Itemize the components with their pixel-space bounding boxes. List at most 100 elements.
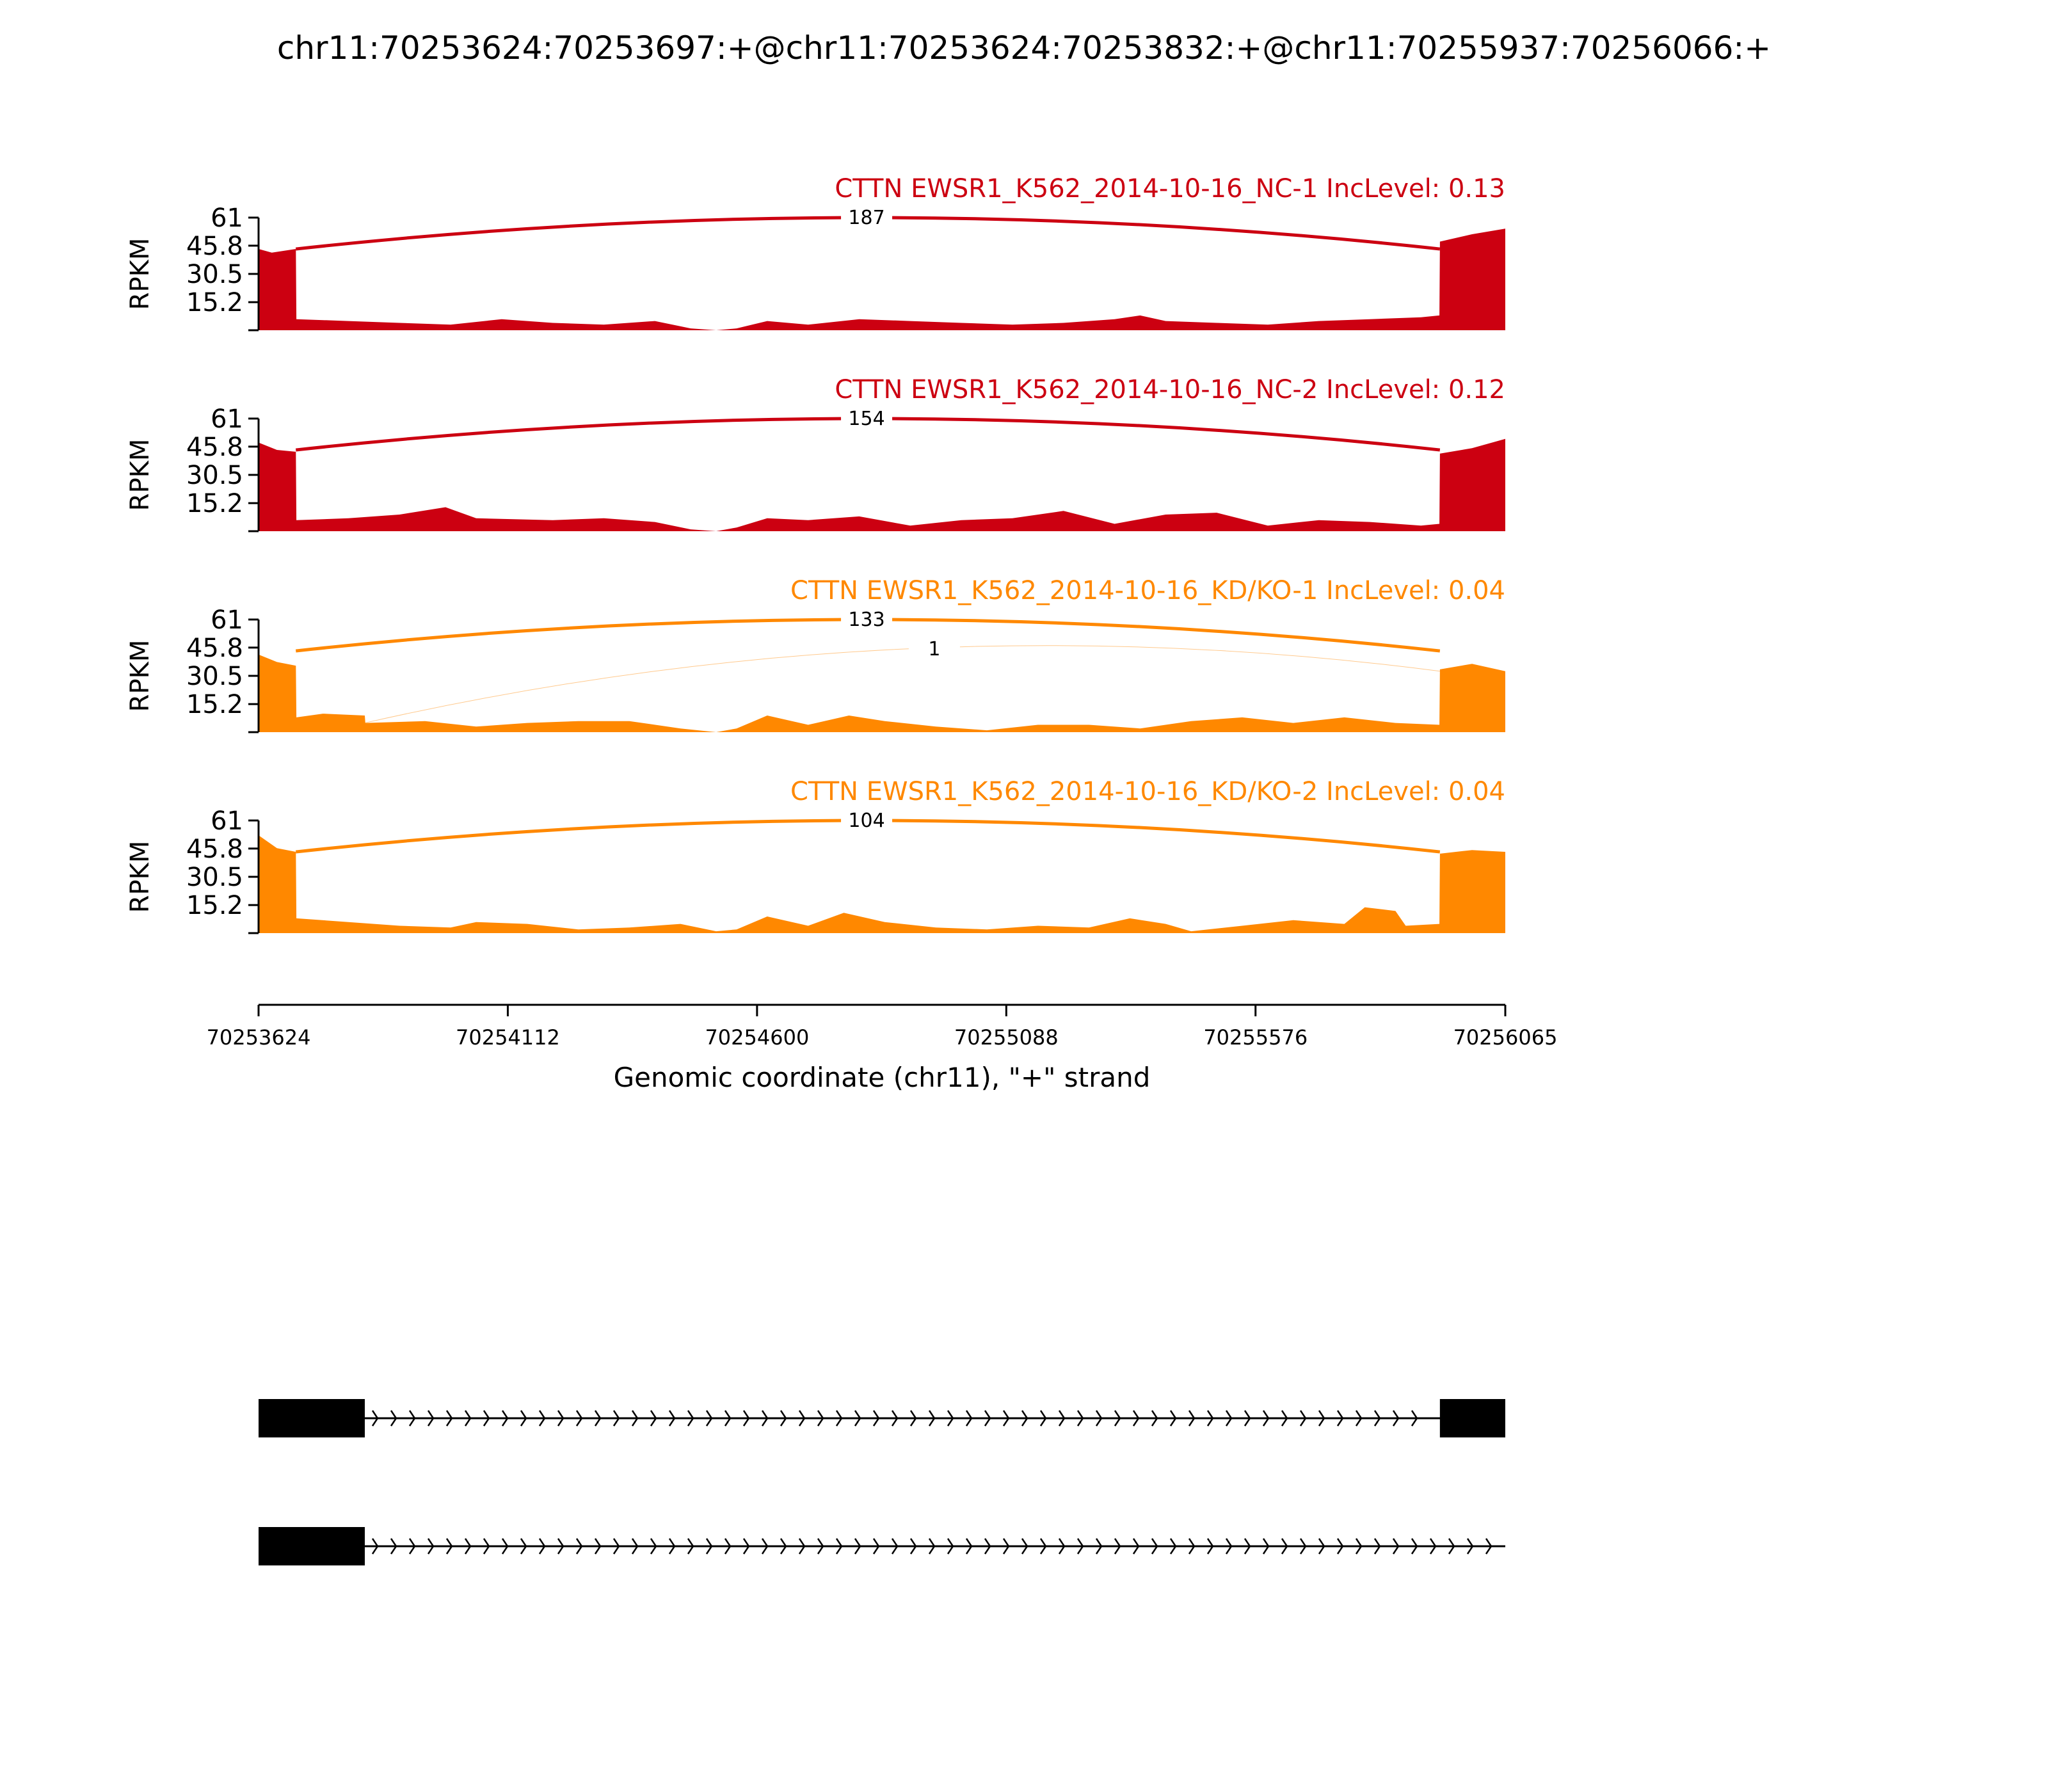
strand-arrow	[724, 1410, 732, 1427]
y-tick-label: 30.5	[186, 662, 243, 691]
strand-arrow	[1039, 1410, 1047, 1427]
strand-arrow	[594, 1538, 602, 1555]
strand-arrow	[1355, 1410, 1363, 1427]
x-tick-label: 70255088	[954, 1025, 1059, 1050]
strand-arrow	[520, 1410, 527, 1427]
strand-arrow	[1002, 1410, 1010, 1427]
track-label: CTTN EWSR1_K562_2014-10-16_NC-1 IncLevel…	[835, 174, 1505, 204]
strand-arrow	[928, 1538, 936, 1555]
strand-arrow	[427, 1410, 435, 1427]
strand-arrow	[1299, 1538, 1307, 1555]
coverage-area	[259, 654, 1505, 732]
strand-arrow	[464, 1410, 472, 1427]
strand-arrow	[1151, 1538, 1158, 1555]
x-axis: 70253624 70254112 70254600 70255088 70255576…	[207, 1004, 1557, 1093]
x-axis-label: Genomic coordinate (chr11), "+" strand	[614, 1062, 1151, 1093]
strand-arrow	[761, 1538, 769, 1555]
strand-arrow	[1225, 1538, 1233, 1555]
strand-arrow	[780, 1538, 787, 1555]
strand-arrow	[557, 1410, 564, 1427]
strand-arrow	[557, 1538, 564, 1555]
strand-arrow	[965, 1538, 973, 1555]
track-label: CTTN EWSR1_K562_2014-10-16_KD/KO-1 IncLe…	[790, 576, 1505, 605]
strand-arrow	[705, 1410, 713, 1427]
strand-arrow	[538, 1410, 546, 1427]
strand-arrow	[817, 1410, 824, 1427]
y-tick-label: 45.8	[186, 433, 243, 462]
strand-arrow	[1485, 1538, 1492, 1555]
junction-count: 154	[848, 408, 884, 430]
strand-arrow	[835, 1538, 843, 1555]
strand-arrow	[1114, 1538, 1121, 1555]
strand-arrow	[891, 1538, 899, 1555]
strand-arrow	[891, 1410, 899, 1427]
y-tick-label: 15.2	[186, 489, 243, 518]
coverage-area	[259, 835, 1505, 933]
strand-arrow	[1206, 1538, 1214, 1555]
junction-count: 187	[848, 207, 884, 229]
transcript-1	[259, 1399, 1505, 1437]
y-tick-label: 61	[211, 605, 243, 635]
transcript-2	[259, 1527, 1505, 1565]
junction-count-box	[908, 636, 960, 660]
junction-count: 133	[848, 609, 884, 631]
y-tick-label: 30.5	[186, 863, 243, 892]
x-tick-label: 70254600	[705, 1025, 809, 1050]
junction-count-box	[841, 406, 893, 429]
strand-arrow	[650, 1410, 657, 1427]
strand-arrow	[1206, 1410, 1214, 1427]
strand-arrow	[1355, 1538, 1363, 1555]
track-label: CTTN EWSR1_K562_2014-10-16_KD/KO-2 IncLe…	[790, 777, 1505, 806]
y-tick-label: 15.2	[186, 690, 243, 719]
strand-arrow	[650, 1538, 657, 1555]
junction-count-box	[841, 808, 893, 831]
strand-arrow	[761, 1410, 769, 1427]
strand-arrow	[594, 1410, 602, 1427]
strand-arrow	[724, 1538, 732, 1555]
exon-block	[259, 1527, 365, 1565]
strand-arrow	[1429, 1538, 1437, 1555]
strand-arrow	[1132, 1538, 1140, 1555]
strand-arrow	[1002, 1538, 1010, 1555]
strand-arrow	[984, 1410, 991, 1427]
strand-arrow	[1039, 1538, 1047, 1555]
strand-arrow	[798, 1410, 806, 1427]
strand-arrow	[612, 1410, 620, 1427]
strand-arrow	[1021, 1538, 1028, 1555]
strand-arrow	[1058, 1538, 1066, 1555]
strand-arrow	[780, 1410, 787, 1427]
strand-arrow	[1373, 1410, 1381, 1427]
strand-arrow	[408, 1410, 416, 1427]
strand-arrow	[538, 1538, 546, 1555]
strand-arrow	[612, 1538, 620, 1555]
strand-arrow	[464, 1538, 472, 1555]
strand-arrow	[947, 1410, 954, 1427]
strand-arrow	[1262, 1410, 1270, 1427]
junction-count-box	[841, 205, 893, 228]
y-tick-label: 30.5	[186, 461, 243, 490]
track-label: CTTN EWSR1_K562_2014-10-16_NC-2 IncLevel…	[835, 375, 1505, 404]
strand-arrow	[1281, 1410, 1288, 1427]
strand-arrow	[1244, 1410, 1251, 1427]
strand-arrow	[1466, 1538, 1474, 1555]
y-tick-label: 61	[211, 404, 243, 434]
strand-arrow	[371, 1410, 379, 1427]
junction-count: 1	[928, 638, 940, 660]
strand-arrow	[390, 1410, 397, 1427]
y-tick-label: 15.2	[186, 288, 243, 317]
junction-arc	[364, 645, 1440, 724]
y-axis-label: RPKM	[125, 841, 155, 913]
strand-arrow	[1392, 1538, 1400, 1555]
x-tick-label: 70255576	[1203, 1025, 1308, 1050]
y-tick-label: 45.8	[186, 232, 243, 261]
strand-arrow	[1095, 1410, 1103, 1427]
strand-arrow	[1169, 1410, 1177, 1427]
strand-arrow	[575, 1410, 583, 1427]
strand-arrow	[854, 1538, 861, 1555]
strand-arrow	[965, 1410, 973, 1427]
strand-arrow	[984, 1538, 991, 1555]
strand-arrow	[501, 1538, 509, 1555]
strand-arrow	[483, 1538, 490, 1555]
